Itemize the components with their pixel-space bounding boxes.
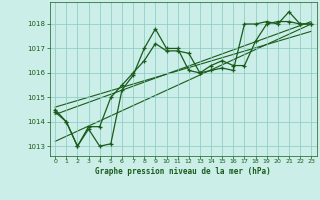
X-axis label: Graphe pression niveau de la mer (hPa): Graphe pression niveau de la mer (hPa): [95, 167, 271, 176]
